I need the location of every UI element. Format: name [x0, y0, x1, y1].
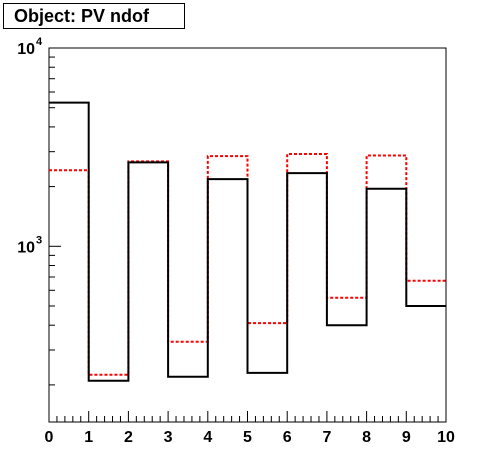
x-tick-label: 8 — [362, 429, 371, 446]
histogram-series — [49, 101, 446, 382]
x-tick-label: 4 — [203, 429, 212, 446]
x-tick-label: 9 — [402, 429, 411, 446]
x-axis-tick-labels: 0 1 2 3 4 5 6 7 8 9 10 — [45, 429, 455, 446]
x-tick-label: 2 — [124, 429, 133, 446]
x-tick-label: 10 — [437, 429, 455, 446]
chart-title: Object: PV ndof — [3, 3, 185, 29]
y-axis-ticks — [49, 47, 61, 386]
x-tick-label: 1 — [84, 429, 93, 446]
y-tick-label-exponent: 3 — [36, 234, 42, 246]
x-axis-ticks — [48, 411, 447, 422]
x-tick-label: 7 — [322, 429, 331, 446]
black-solid-histogram — [49, 101, 446, 382]
y-tick-label-base: 10 — [17, 239, 35, 256]
x-tick-label: 0 — [45, 429, 54, 446]
x-tick-label: 5 — [243, 429, 252, 446]
x-tick-label: 6 — [283, 429, 292, 446]
x-tick-label: 3 — [164, 429, 173, 446]
y-tick-label-base: 10 — [17, 41, 35, 58]
y-tick-label-exponent: 4 — [36, 36, 43, 48]
